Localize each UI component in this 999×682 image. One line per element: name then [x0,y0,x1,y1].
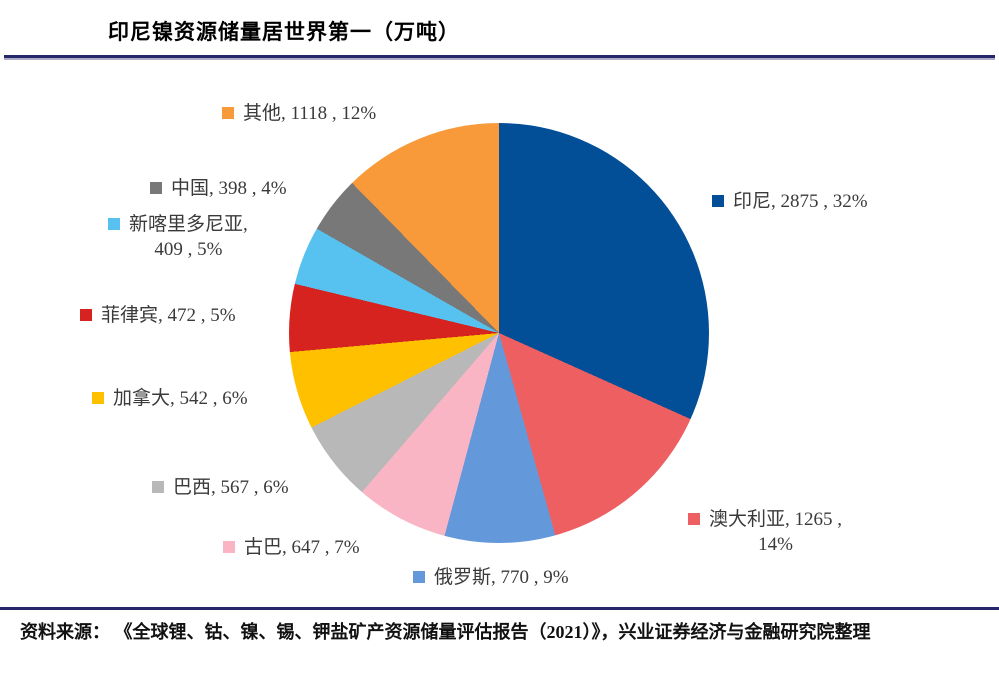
footer-rule [0,607,999,610]
legend-key-others-icon [222,107,234,119]
pie-label-australia: 澳大利亚, 1265 , 14% [688,507,842,557]
pie-label-russia: 俄罗斯, 770 , 9% [413,565,569,590]
pie-label-others: 其他, 1118 , 12% [222,101,376,126]
pie-label-text: 菲律宾, 472 , 5% [101,305,236,326]
legend-key-china-icon [150,182,162,194]
legend-key-indonesia-icon [712,195,724,207]
pie-label-cuba: 古巴, 647 , 7% [223,535,360,560]
pie-label-text: 中国, 398 , 4% [171,178,287,199]
pie-label-text: 印尼, 2875 , 32% [733,191,868,212]
title-underline-rule [4,55,995,60]
pie-label-text: 巴西, 567 , 6% [173,477,289,498]
pie-label-text: 其他, 1118 , 12% [243,103,377,124]
pie-chart [289,123,709,543]
pie-label-new-caledonia: 新喀里多尼亚, 409 , 5% [108,212,248,262]
pie-label-indonesia: 印尼, 2875 , 32% [712,189,868,214]
legend-key-australia-icon [688,513,700,525]
pie-label-text: 俄罗斯, 770 , 9% [434,567,569,588]
pie-label-text: 古巴, 647 , 7% [244,537,360,558]
pie-label-text-line2: 409 , 5% [154,239,223,260]
chart-title: 印尼镍资源储量居世界第一（万吨） [108,20,460,44]
pie-label-brazil: 巴西, 567 , 6% [152,475,289,500]
pie-label-text-line1: 新喀里多尼亚, [129,214,248,235]
legend-key-philippines-icon [80,309,92,321]
pie-label-china: 中国, 398 , 4% [150,176,287,201]
legend-key-cuba-icon [223,541,235,553]
pie-label-canada: 加拿大, 542 , 6% [92,386,248,411]
pie-label-text: 加拿大, 542 , 6% [113,388,248,409]
legend-key-new-caledonia-icon [108,218,120,230]
legend-key-russia-icon [413,571,425,583]
pie-label-philippines: 菲律宾, 472 , 5% [80,303,236,328]
legend-key-canada-icon [92,392,104,404]
pie-label-text-line1: 澳大利亚, 1265 , [709,509,843,530]
source-note: 资料来源： 《全球锂、钴、镍、锡、钾盐矿产资源储量评估报告（2021）》，兴业证… [20,622,871,642]
legend-key-brazil-icon [152,481,164,493]
pie-label-text-line2: 14% [758,534,793,555]
